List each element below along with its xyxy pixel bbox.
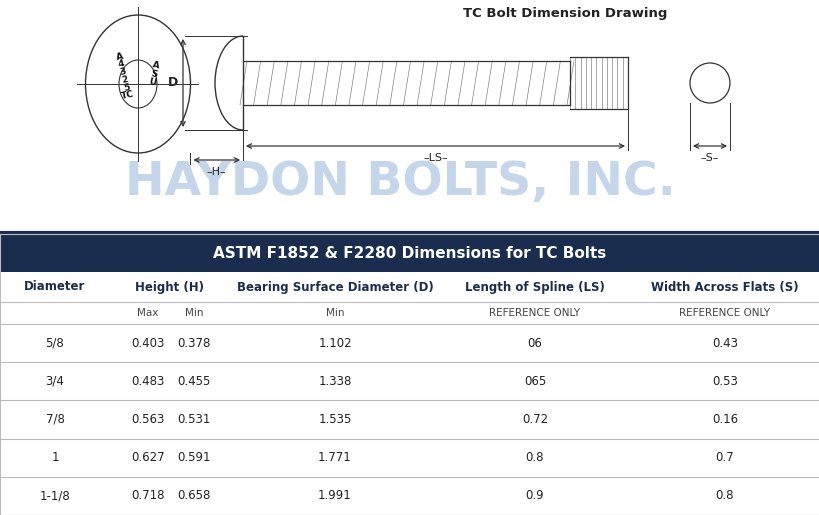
Text: Bearing Surface Diameter (D): Bearing Surface Diameter (D) bbox=[237, 281, 433, 294]
Text: –H–: –H– bbox=[206, 167, 226, 177]
Ellipse shape bbox=[119, 60, 156, 108]
Text: A
4
3
2
5
TC: A 4 3 2 5 TC bbox=[112, 51, 135, 101]
Text: TC Bolt Dimension Drawing: TC Bolt Dimension Drawing bbox=[462, 8, 667, 21]
Circle shape bbox=[689, 63, 729, 103]
Text: REFERENCE ONLY: REFERENCE ONLY bbox=[679, 308, 770, 318]
Text: 0.483: 0.483 bbox=[131, 375, 165, 388]
Text: 0.378: 0.378 bbox=[177, 337, 210, 350]
Text: 0.8: 0.8 bbox=[715, 489, 733, 503]
Text: 0.8: 0.8 bbox=[525, 451, 544, 464]
Text: REFERENCE ONLY: REFERENCE ONLY bbox=[489, 308, 580, 318]
Text: 7/8: 7/8 bbox=[46, 413, 65, 426]
Text: Max: Max bbox=[137, 308, 159, 318]
Text: 0.16: 0.16 bbox=[711, 413, 737, 426]
Text: 1: 1 bbox=[51, 451, 59, 464]
Text: 0.627: 0.627 bbox=[131, 451, 165, 464]
Text: D: D bbox=[168, 77, 178, 90]
Text: 1.771: 1.771 bbox=[318, 451, 351, 464]
Text: 0.53: 0.53 bbox=[711, 375, 737, 388]
Text: 0.455: 0.455 bbox=[177, 375, 210, 388]
Text: ASTM F1852 & F2280 Dimensions for TC Bolts: ASTM F1852 & F2280 Dimensions for TC Bol… bbox=[213, 246, 606, 261]
Text: –S–: –S– bbox=[700, 153, 718, 163]
Text: Min: Min bbox=[325, 308, 344, 318]
Text: Width Across Flats (S): Width Across Flats (S) bbox=[650, 281, 798, 294]
Text: 1.102: 1.102 bbox=[318, 337, 351, 350]
Text: HAYDON BOLTS, INC.: HAYDON BOLTS, INC. bbox=[124, 160, 675, 204]
Text: 0.9: 0.9 bbox=[525, 489, 544, 503]
Text: 3/4: 3/4 bbox=[46, 375, 65, 388]
Text: 0.7: 0.7 bbox=[715, 451, 734, 464]
Text: 0.718: 0.718 bbox=[131, 489, 165, 503]
Text: 0.43: 0.43 bbox=[711, 337, 737, 350]
Text: 1.535: 1.535 bbox=[318, 413, 351, 426]
Text: 0.563: 0.563 bbox=[131, 413, 165, 426]
Text: Min: Min bbox=[184, 308, 203, 318]
Text: Length of Spline (LS): Length of Spline (LS) bbox=[464, 281, 604, 294]
Text: 0.591: 0.591 bbox=[177, 451, 210, 464]
Text: 1.338: 1.338 bbox=[318, 375, 351, 388]
FancyBboxPatch shape bbox=[0, 234, 819, 272]
Text: Height (H): Height (H) bbox=[135, 281, 204, 294]
Text: 0.72: 0.72 bbox=[522, 413, 547, 426]
Text: 0.658: 0.658 bbox=[177, 489, 210, 503]
Text: 5/8: 5/8 bbox=[46, 337, 65, 350]
Text: Diameter: Diameter bbox=[25, 281, 85, 294]
Text: 1.991: 1.991 bbox=[318, 489, 351, 503]
Ellipse shape bbox=[85, 15, 190, 153]
Text: 0.403: 0.403 bbox=[131, 337, 165, 350]
Text: 06: 06 bbox=[527, 337, 542, 350]
Text: 065: 065 bbox=[523, 375, 545, 388]
Text: 0.531: 0.531 bbox=[177, 413, 210, 426]
Text: 1-1/8: 1-1/8 bbox=[39, 489, 70, 503]
Text: –LS–: –LS– bbox=[423, 153, 447, 163]
Text: A
S
U: A S U bbox=[147, 60, 161, 88]
